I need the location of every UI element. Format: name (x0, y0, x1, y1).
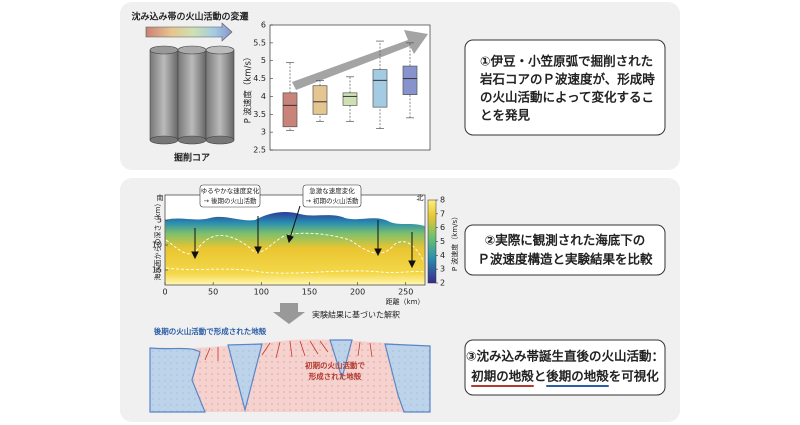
colorbar-tick-label: 3 (440, 265, 445, 274)
y-tick-label: 5 (157, 216, 162, 225)
text-line: の火山活動によって変化するこ (480, 90, 654, 105)
box (282, 92, 298, 128)
box (312, 85, 328, 115)
y-tick-label: 3 (261, 128, 266, 137)
interpretation-label: 実験結果に基づいた解釈 (312, 310, 400, 320)
colorbar-tick-label: 7 (440, 209, 445, 218)
early-crust-label: 形成された地殻 (309, 371, 362, 381)
text-line: とを発見 (480, 108, 531, 123)
gradient-arrow (145, 22, 233, 42)
y-tick-label: 5 (261, 56, 266, 65)
box (402, 65, 418, 95)
section-x-label: 距離（km） (386, 297, 425, 306)
y-tick-label: 3.5 (253, 110, 266, 119)
y-tick-label: 4 (261, 92, 266, 101)
early-crust (150, 339, 430, 412)
increase-arrow (292, 30, 428, 90)
x-tick-label: 50 (208, 288, 218, 297)
text-line: 岩石コアのＰ波速度が、形成時 (479, 72, 655, 87)
text-line: ③沈み込み帯誕生直後の火山活動： (466, 349, 664, 364)
colorbar-tick-label: 6 (440, 223, 445, 232)
rays (204, 340, 373, 361)
north-label: 北 (417, 194, 424, 202)
core-label: 掘削コア (174, 152, 210, 164)
gradient-label: 沈み込み帯の火山活動の変遷 (131, 11, 248, 23)
annotation: → 初期の火山活動 (305, 196, 359, 205)
box (342, 92, 358, 106)
colorbar-tick-label: 5 (440, 237, 445, 246)
x-tick-label: 0 (162, 288, 167, 297)
colorbar-label: P 波速度（km/s） (450, 213, 459, 271)
colorbar-tick-label: 2 (440, 279, 445, 288)
text-line: ①伊豆・小笠原弧で掘削された (480, 54, 653, 69)
x-tick-label: 150 (302, 288, 317, 297)
y-tick-label: 6 (261, 21, 266, 30)
y-tick-label: 2.5 (253, 146, 266, 155)
contours (165, 232, 425, 274)
velocity-section (165, 212, 425, 285)
text-segment: と (534, 369, 547, 384)
south-label: 南 (157, 193, 164, 202)
y-tick-label: 15 (152, 266, 162, 275)
colorbar-tick-label: 8 (440, 196, 445, 205)
text-line: ②実際に観測された海底下の (485, 233, 646, 248)
later-crust (149, 339, 431, 413)
early-crust-label: 初期の火山活動で (305, 360, 365, 370)
x-tick-label: 200 (350, 288, 365, 297)
box (372, 69, 388, 108)
down-arrow (273, 303, 305, 324)
x-tick-label: 100 (254, 288, 269, 297)
cores (149, 45, 235, 145)
later-crust-label: 後期の火山活動で形成された地殻 (154, 326, 267, 336)
annotation: ゆるやかな速度変化 (201, 186, 260, 195)
y-tick-label: 5.5 (253, 38, 266, 47)
text-segment: 初期の地殻 (471, 369, 534, 384)
y-tick-label: 10 (152, 241, 162, 250)
annotation: 急激な速度変化 (309, 186, 355, 195)
text-box-2 (464, 224, 666, 276)
section-y-label: 海水面からの深さ（km） (153, 200, 162, 281)
annotation-box-1 (199, 184, 261, 208)
colorbar (427, 199, 437, 284)
colorbar-tick-label: 4 (440, 251, 445, 260)
annotation: → 後期の火山活動 (203, 196, 257, 205)
section-arrows (191, 205, 416, 269)
text-box-3 (464, 339, 666, 396)
y-axis-label: P 波速度（km/s） (243, 53, 254, 124)
text-segment: 後期の地殻 (546, 369, 609, 384)
text-line: Ｐ波速度構造と実験結果を比較 (477, 252, 653, 267)
annotation-box-2 (302, 184, 362, 208)
text-box-1 (464, 39, 666, 136)
text-segment: を可視化 (609, 369, 660, 384)
y-tick-label: 4.5 (253, 74, 266, 83)
x-tick-label: 250 (398, 288, 413, 297)
